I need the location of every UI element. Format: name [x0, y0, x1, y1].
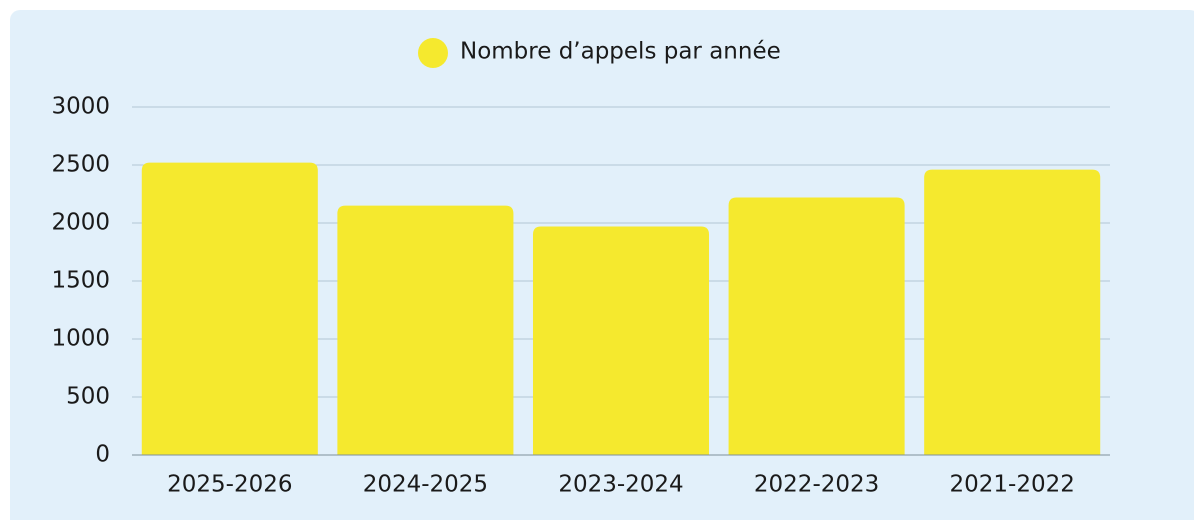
y-tick-label: 1500: [51, 268, 110, 294]
legend-label: Nombre d’appels par année: [460, 39, 781, 65]
y-tick-label: 0: [95, 442, 110, 468]
bar: [728, 197, 905, 456]
x-tick-label: 2021-2022: [950, 472, 1075, 498]
legend-swatch: [418, 38, 448, 68]
bar: [141, 162, 318, 455]
y-tick-label: 3000: [51, 94, 110, 120]
bar: [532, 226, 710, 455]
bar: [337, 205, 514, 455]
x-tick-label: 2022-2023: [754, 472, 879, 498]
bar: [924, 169, 1101, 455]
x-tick-label: 2025-2026: [167, 472, 292, 498]
y-tick-label: 2000: [51, 210, 110, 236]
y-tick-label: 1000: [51, 326, 110, 352]
y-tick-label: 2500: [51, 152, 110, 178]
y-tick-label: 500: [66, 384, 110, 410]
x-tick-label: 2023-2024: [558, 472, 683, 498]
x-tick-label: 2024-2025: [363, 472, 488, 498]
